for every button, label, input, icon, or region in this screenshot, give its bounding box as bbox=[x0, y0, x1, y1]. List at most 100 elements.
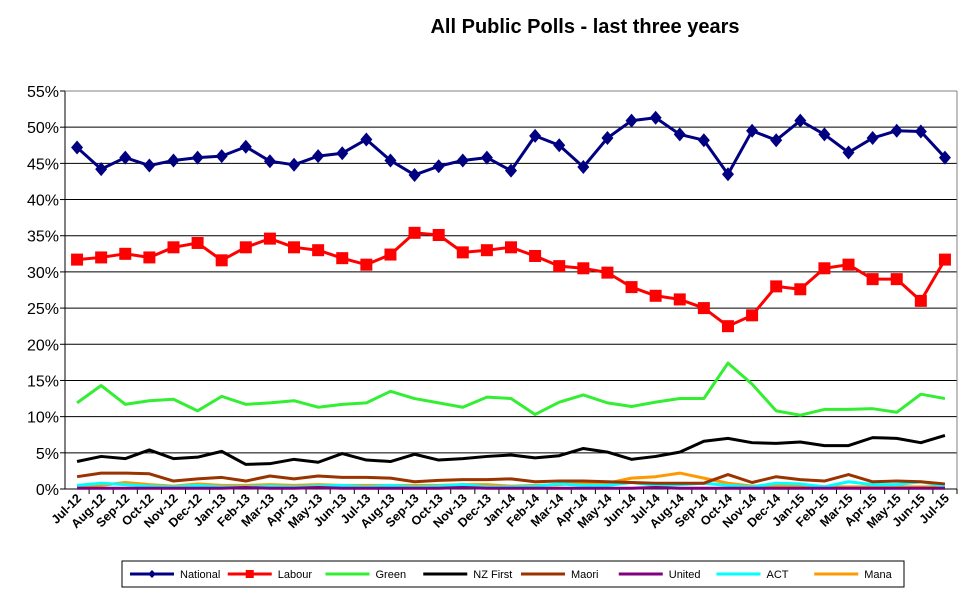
data-point-labour bbox=[71, 253, 84, 266]
data-point-national bbox=[456, 153, 469, 168]
y-tick-label: 35% bbox=[27, 229, 59, 246]
data-point-labour bbox=[914, 294, 927, 307]
data-point-labour bbox=[625, 281, 638, 294]
data-point-labour bbox=[384, 248, 397, 261]
data-point-national bbox=[577, 159, 590, 174]
legend-label: Labour bbox=[278, 569, 313, 581]
legend-label: Green bbox=[376, 569, 407, 581]
data-point-labour bbox=[119, 247, 132, 260]
data-point-national bbox=[432, 159, 445, 174]
data-point-labour bbox=[938, 253, 951, 266]
data-point-national bbox=[71, 140, 84, 155]
legend-label: National bbox=[180, 569, 220, 581]
data-point-labour bbox=[649, 289, 662, 302]
data-point-labour bbox=[288, 241, 301, 254]
data-point-labour bbox=[480, 244, 493, 257]
data-point-national bbox=[167, 153, 180, 168]
data-point-national bbox=[770, 133, 783, 148]
y-tick-label: 30% bbox=[27, 265, 59, 282]
legend-marker bbox=[245, 570, 254, 578]
series-line-maori bbox=[76, 471, 946, 486]
data-point-national bbox=[673, 127, 686, 142]
data-point-labour bbox=[818, 262, 831, 275]
data-point-labour bbox=[215, 254, 228, 267]
series-line-nz-first bbox=[76, 434, 946, 466]
data-point-labour bbox=[263, 232, 276, 245]
data-point-labour bbox=[770, 280, 783, 293]
data-point-labour bbox=[673, 293, 686, 306]
data-point-labour bbox=[866, 273, 879, 286]
data-point-national bbox=[914, 124, 927, 139]
data-point-labour bbox=[456, 246, 469, 259]
data-point-labour bbox=[746, 309, 759, 322]
y-tick-label: 10% bbox=[27, 410, 59, 427]
data-point-national bbox=[408, 167, 421, 182]
legend-label: Mana bbox=[864, 569, 892, 581]
data-point-national bbox=[191, 150, 204, 165]
data-point-national bbox=[336, 146, 349, 161]
data-point-labour bbox=[239, 241, 252, 254]
y-tick-label: 40% bbox=[27, 193, 59, 210]
data-point-national bbox=[143, 158, 156, 173]
series-line-green bbox=[76, 361, 946, 417]
data-point-labour bbox=[577, 262, 590, 275]
data-point-labour bbox=[408, 226, 421, 239]
y-tick-label: 45% bbox=[27, 156, 59, 173]
data-point-national bbox=[625, 113, 638, 128]
chart-title: All Public Polls - last three years bbox=[430, 16, 740, 38]
data-point-national bbox=[890, 123, 903, 138]
data-point-labour bbox=[336, 252, 349, 265]
data-point-labour bbox=[794, 283, 807, 296]
legend-label: ACT bbox=[767, 569, 789, 581]
data-point-labour bbox=[505, 241, 517, 254]
data-point-national bbox=[842, 145, 855, 160]
data-point-national bbox=[866, 131, 879, 146]
legend-label: NZ First bbox=[473, 569, 512, 581]
data-point-national bbox=[553, 138, 566, 153]
data-point-national bbox=[119, 150, 132, 165]
data-point-national bbox=[794, 113, 807, 128]
data-point-national bbox=[529, 128, 542, 143]
data-point-national bbox=[239, 139, 252, 154]
data-point-national bbox=[818, 127, 831, 142]
data-point-labour bbox=[601, 266, 614, 279]
data-point-national bbox=[649, 110, 662, 125]
data-point-labour bbox=[842, 258, 855, 271]
data-point-national bbox=[384, 153, 397, 168]
data-point-labour bbox=[697, 302, 710, 315]
data-point-national bbox=[288, 157, 301, 172]
data-point-national bbox=[360, 132, 373, 147]
data-point-national bbox=[480, 150, 493, 165]
data-point-labour bbox=[553, 260, 566, 273]
data-point-labour bbox=[95, 251, 108, 264]
y-tick-label: 50% bbox=[27, 120, 59, 137]
data-point-national bbox=[505, 163, 517, 178]
y-tick-label: 20% bbox=[27, 337, 59, 354]
data-point-national bbox=[601, 131, 614, 146]
data-point-national bbox=[312, 149, 325, 164]
data-point-labour bbox=[890, 273, 903, 286]
y-tick-label: 0% bbox=[36, 482, 59, 499]
legend-label: Maori bbox=[571, 569, 599, 581]
data-point-labour bbox=[721, 320, 734, 333]
series-line-united bbox=[77, 486, 945, 490]
data-point-national bbox=[938, 150, 951, 165]
data-point-labour bbox=[312, 244, 325, 257]
data-point-labour bbox=[167, 241, 180, 254]
y-tick-label: 55% bbox=[27, 84, 59, 101]
data-point-national bbox=[746, 123, 759, 138]
data-point-national bbox=[697, 133, 710, 148]
legend-marker bbox=[148, 570, 156, 578]
data-point-labour bbox=[529, 249, 542, 262]
data-point-labour bbox=[360, 258, 373, 271]
y-tick-label: 5% bbox=[36, 446, 59, 463]
data-point-labour bbox=[432, 229, 445, 242]
data-point-labour bbox=[191, 236, 204, 249]
y-tick-label: 25% bbox=[27, 301, 59, 318]
legend-label: United bbox=[669, 569, 701, 581]
y-tick-label: 15% bbox=[27, 373, 59, 390]
data-point-national bbox=[263, 154, 276, 169]
data-point-national bbox=[215, 149, 228, 164]
data-point-national bbox=[721, 167, 734, 182]
